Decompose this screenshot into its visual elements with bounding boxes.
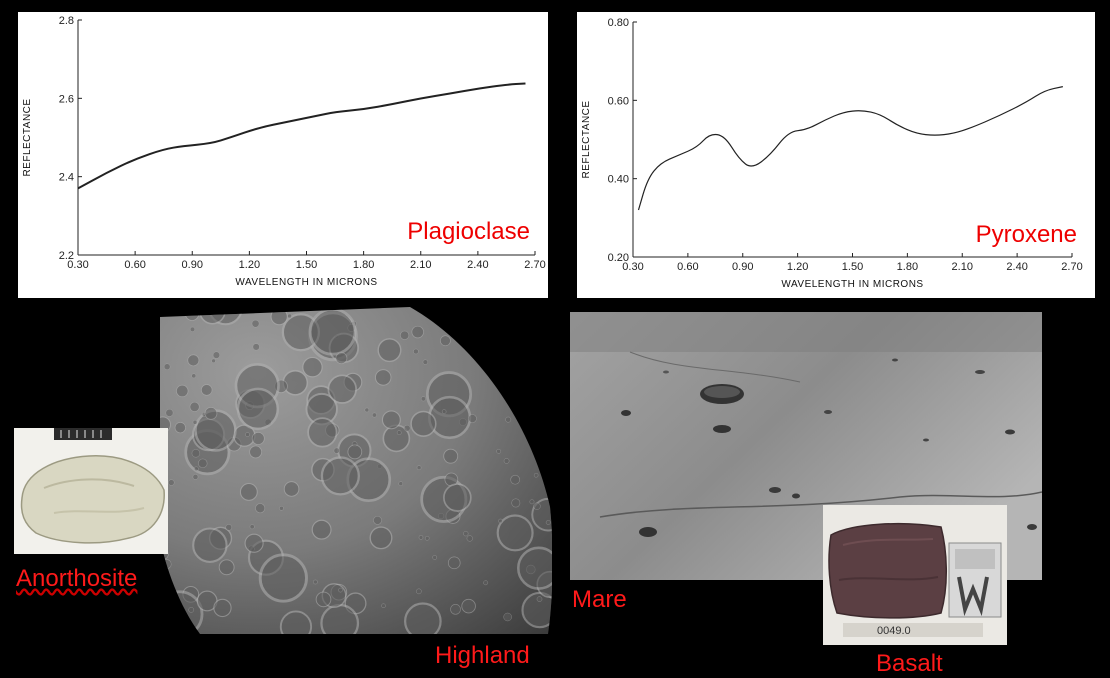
x-tick-label: 1.80 xyxy=(353,259,374,271)
spectrum-line xyxy=(637,86,1063,211)
x-tick-label: 1.20 xyxy=(239,259,260,271)
mineral-name-annotation: Pyroxene xyxy=(976,221,1077,248)
x-tick-label: 0.60 xyxy=(124,259,145,271)
x-tick-label: 2.70 xyxy=(524,259,545,271)
x-tick-label: 0.90 xyxy=(732,261,753,273)
x-axis-title: WAVELENGTH IN MICRONS xyxy=(781,279,923,290)
y-tick-label: 2.6 xyxy=(59,93,74,105)
x-axis-title: WAVELENGTH IN MICRONS xyxy=(235,277,377,288)
pyroxene-chart: 0.30 0.60 0.90 1.20 1.50 1.80 2.10 2.40 2.70 0.20… xyxy=(581,17,1083,290)
y-tick-label: 2.8 xyxy=(59,15,74,27)
x-tick-label: 1.80 xyxy=(897,261,918,273)
spectrum-line xyxy=(77,82,526,190)
mare-surface-photo xyxy=(570,312,1042,580)
x-tick-label: 2.40 xyxy=(1006,261,1027,273)
basalt-sample-photo: 0049.0 xyxy=(823,505,1007,645)
basalt-label: Basalt xyxy=(876,650,943,677)
y-tick-label: 0.40 xyxy=(608,174,629,186)
y-tick-label: 0.60 xyxy=(608,95,629,107)
mineral-name-annotation: Plagioclase xyxy=(407,218,530,245)
x-tick-label: 1.20 xyxy=(787,261,808,273)
plagioclase-chart-panel: 0.30 0.60 0.90 1.20 1.50 1.80 2.10 2.40 2.70 2.2 2… xyxy=(18,12,548,298)
y-tick-label: 2.4 xyxy=(59,172,74,184)
x-tick-label: 1.50 xyxy=(842,261,863,273)
pyroxene-chart-panel: 0.30 0.60 0.90 1.20 1.50 1.80 2.10 2.40 2.70 0.20… xyxy=(577,12,1095,298)
anorthosite-sample-photo xyxy=(14,428,168,554)
y-tick-label: 0.20 xyxy=(608,252,629,264)
highland-moon-photo xyxy=(160,307,552,634)
y-axis-title: REFLECTANCE xyxy=(581,100,592,178)
x-tick-label: 0.60 xyxy=(677,261,698,273)
mare-label: Mare xyxy=(572,586,627,613)
y-tick-label: 2.2 xyxy=(59,250,74,262)
x-tick-label: 0.30 xyxy=(67,259,88,271)
highland-label: Highland xyxy=(435,642,530,669)
x-tick-label: 2.70 xyxy=(1061,261,1082,273)
y-axis-title: REFLECTANCE xyxy=(22,98,33,176)
plagioclase-chart: 0.30 0.60 0.90 1.20 1.50 1.80 2.10 2.40 2.70 2.2 2… xyxy=(22,15,546,288)
x-tick-label: 2.10 xyxy=(410,259,431,271)
anorthosite-label: Anorthosite xyxy=(16,565,138,592)
x-tick-label: 2.40 xyxy=(467,259,488,271)
x-tick-label: 1.50 xyxy=(296,259,317,271)
x-tick-label: 0.30 xyxy=(622,261,643,273)
y-tick-label: 0.80 xyxy=(608,17,629,29)
basalt-sample-tag: 0049.0 xyxy=(877,625,911,637)
x-tick-label: 2.10 xyxy=(952,261,973,273)
x-tick-label: 0.90 xyxy=(182,259,203,271)
